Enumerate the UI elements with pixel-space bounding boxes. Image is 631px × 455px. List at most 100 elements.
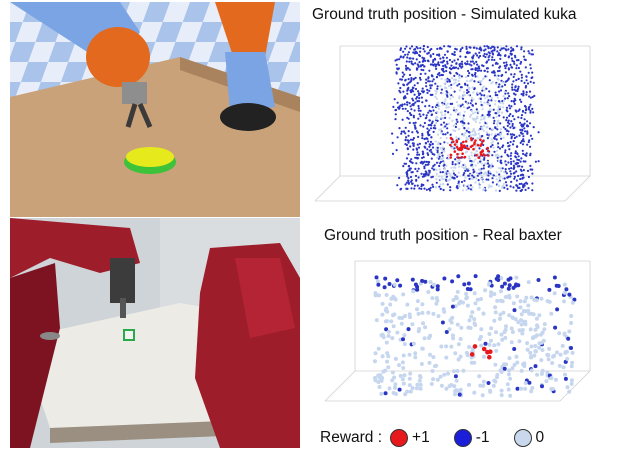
scatter-point [466,107,469,110]
scatter-point [411,289,416,294]
scatter-point [434,82,437,85]
scatter-point [454,78,458,81]
scatter-point [414,167,417,170]
scatter-point [421,56,424,59]
scatter-point [531,137,534,140]
scatter-point [489,338,493,343]
scatter-point [546,353,551,358]
scatter-point [399,78,402,81]
scatter-point [427,140,430,143]
scatter-point [499,101,502,105]
scatter-point [508,122,511,125]
scatter-point [412,122,415,125]
scatter-point [399,321,404,326]
scatter-point [512,167,515,170]
scatter-point [401,337,405,342]
scatter-point [374,275,379,280]
scatter-point [448,116,451,120]
scatter-point [507,68,510,71]
scatter-point [503,90,506,94]
scatter-point [526,130,529,133]
scatter-point [405,60,408,63]
scatter-point [570,300,575,305]
scatter-point [405,68,408,71]
scatter-point [379,391,384,396]
scatter-point [501,85,504,88]
scatter-point [402,333,407,338]
scatter-point [460,75,463,78]
scatter-point [415,382,420,387]
scatter-point [412,51,415,54]
scatter-point [457,75,460,78]
scatter-point [478,80,481,83]
scatter-point [527,106,530,109]
scatter-point [393,382,398,387]
scatter-point [457,113,460,116]
scatter-point [518,134,521,137]
scatter-point [451,102,454,105]
scatter-point [385,351,390,356]
scatter-point [451,60,454,64]
scatter-point [515,184,518,187]
scatter-point [524,160,527,163]
scatter-point [491,45,495,48]
scatter-point [469,188,472,191]
scatter-point [514,354,519,359]
scatter-point [409,105,412,108]
scatter-point [516,161,519,165]
scatter-point [520,79,523,82]
scatter-point [442,133,445,136]
scatter-point [442,183,445,186]
scatter-point [472,344,478,349]
scatter-point [425,160,428,163]
scatter-point [493,150,496,153]
scatter-point [569,321,574,325]
scatter-point [487,58,490,61]
scatter-point [441,56,445,59]
scatter-point [510,120,513,123]
scatter-point [400,130,403,133]
scatter-point [472,98,475,101]
simulated-kuka-scene [10,2,300,217]
scatter-point [516,152,519,156]
scatter-point [502,99,505,103]
scatter-point [401,71,404,74]
scatter-point [405,171,408,174]
scatter-point [411,97,414,100]
scatter-point [524,86,527,89]
scatter-point [493,58,496,62]
scatter-point [435,97,438,100]
scatter-point [561,365,566,370]
scatter-point [398,176,401,179]
scatter-point [406,173,409,176]
scatter-point [432,165,435,168]
scatter-point [498,108,501,111]
scatter-point [411,341,416,346]
scatter-point [520,100,523,103]
scatter-point [458,165,461,168]
scatter-point [426,148,429,151]
scatter-point [404,162,408,165]
scatter-point [508,107,512,110]
scatter-point [465,353,470,358]
scatter-point [446,102,449,105]
scatter-point [522,319,527,324]
scatter-point [542,327,547,332]
scatter-point [424,59,427,63]
scatter-point [429,110,432,113]
scatter-point [462,140,465,144]
scatter-point [493,70,496,73]
scatter-point [427,360,432,365]
scatter-point [522,361,527,366]
scatter-point [458,185,461,188]
scatter-point [483,94,486,97]
legend-swatch-zero [513,429,532,447]
scatter-point [499,57,502,60]
scatter-point [421,90,424,93]
scatter-point [416,100,419,103]
scatter-point [518,182,521,186]
scatter-point [409,89,412,92]
scatter-point [406,175,409,178]
scatter-point [407,117,410,120]
scatter-point [425,99,428,102]
